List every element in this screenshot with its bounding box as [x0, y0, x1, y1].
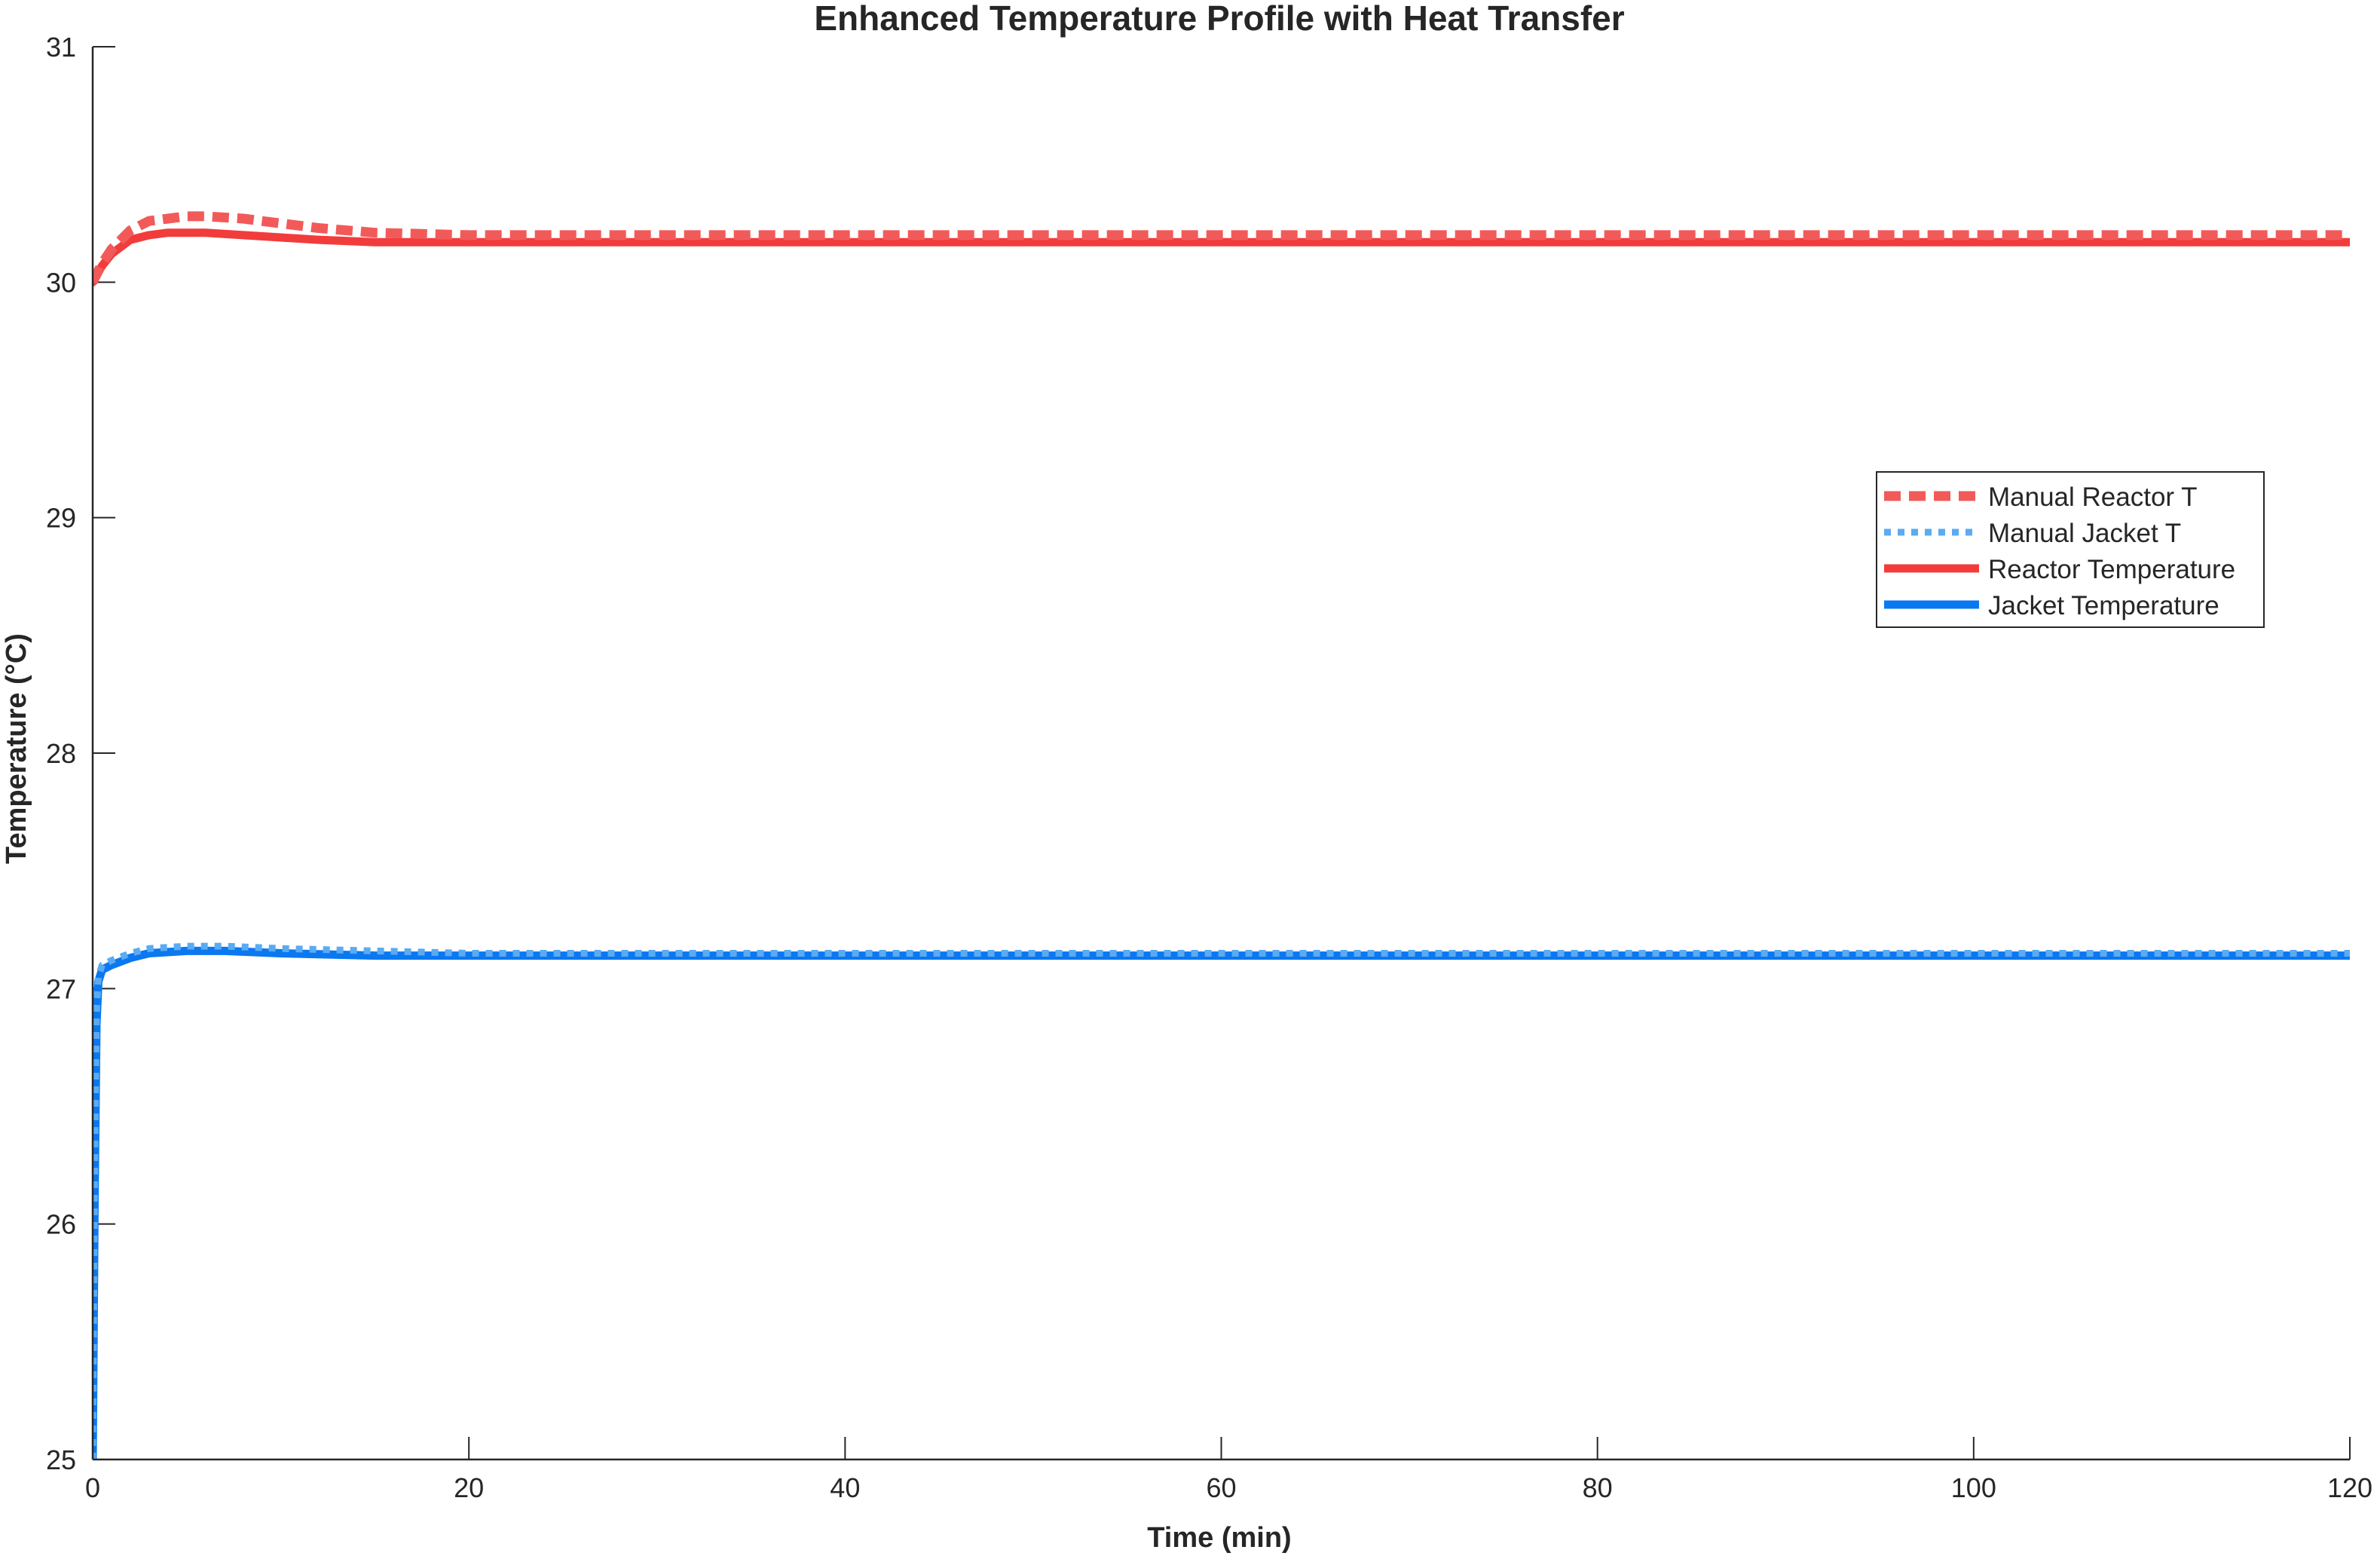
- x-tick-label: 100: [1951, 1472, 1996, 1503]
- legend-label: Manual Jacket T: [1988, 519, 2181, 548]
- legend: Manual Reactor T Manual Jacket T Reactor T…: [1876, 471, 2265, 628]
- y-axis-label: Temperature (°C): [1, 633, 32, 864]
- x-tick-label: 20: [454, 1472, 484, 1503]
- x-tick-label: 60: [1206, 1472, 1236, 1503]
- x-tick-label: 80: [1583, 1472, 1613, 1503]
- y-tick-label: 31: [46, 32, 76, 63]
- chart-title: Enhanced Temperature Profile with Heat T…: [814, 0, 1624, 38]
- y-tick-label: 30: [46, 267, 76, 298]
- series-line: [93, 228, 2350, 286]
- x-axis-label: Time (min): [1147, 1522, 1291, 1554]
- series-line: [93, 942, 2350, 1459]
- y-tick-label: 29: [46, 503, 76, 534]
- y-tick-label: 25: [46, 1444, 76, 1475]
- y-tick-label: 27: [46, 973, 76, 1004]
- y-tick-label: 26: [46, 1209, 76, 1240]
- x-tick-label: 0: [85, 1472, 100, 1503]
- legend-label: Jacket Temperature: [1988, 591, 2219, 620]
- series-line: [93, 211, 2350, 285]
- axes-frame: [91, 47, 2350, 1461]
- legend-label: Reactor Temperature: [1988, 555, 2235, 584]
- series-line: [93, 946, 2350, 1459]
- x-tick-label: 120: [2327, 1472, 2372, 1503]
- legend-label: Manual Reactor T: [1988, 482, 2198, 512]
- y-tick-label: 28: [46, 738, 76, 769]
- x-tick-label: 40: [830, 1472, 860, 1503]
